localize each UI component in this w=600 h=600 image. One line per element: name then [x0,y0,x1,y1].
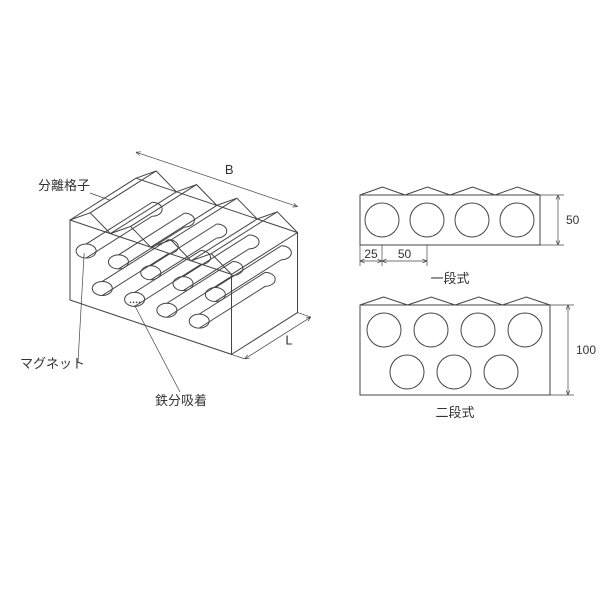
dim-B: B [225,162,234,177]
dim-L: L [285,333,292,348]
single-tier-pitch: 50 [398,247,412,261]
single-tier-caption: 一段式 [430,271,469,286]
single-tier-offset: 25 [364,247,378,261]
label-magnet: マグネット [20,356,85,371]
two-tier-height: 100 [576,343,596,357]
two-tier-caption: 二段式 [435,405,474,420]
label-separator-grid: 分離格子 [38,178,90,193]
single-tier-height: 50 [566,213,580,227]
label-iron-adsorption: 鉄分吸着 [155,393,207,408]
